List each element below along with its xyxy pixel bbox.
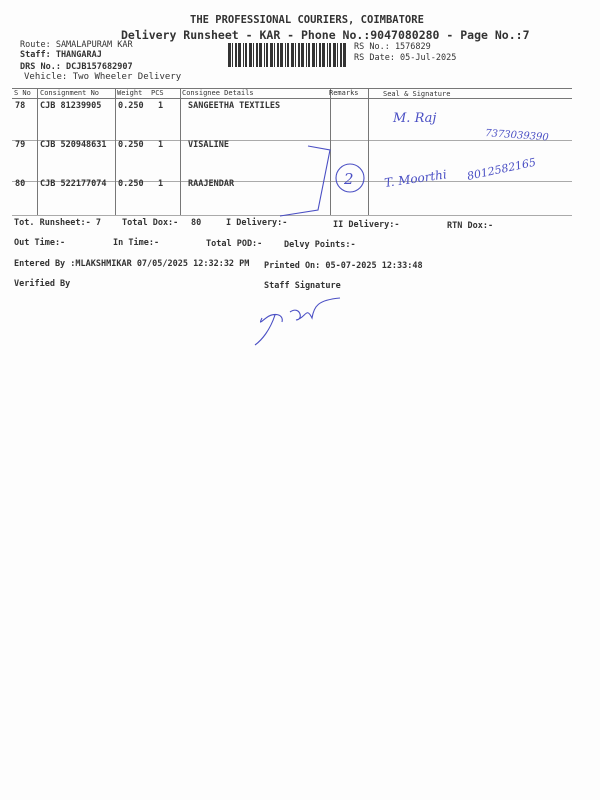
col-line	[180, 88, 181, 215]
row-line	[12, 140, 572, 141]
row-consignee: RAAJENDAR	[188, 179, 235, 189]
row-sno: 78	[15, 101, 26, 111]
remark-circle	[335, 163, 365, 193]
col-line	[330, 88, 331, 215]
remark-number: 2	[343, 170, 354, 188]
barcode-bar	[274, 43, 275, 67]
barcode-bar	[308, 43, 310, 67]
header-line	[12, 98, 572, 99]
total-pod: Total POD:-	[206, 239, 263, 249]
row-sno: 79	[15, 140, 26, 150]
barcode-bar	[235, 43, 237, 67]
barcode-bar	[264, 43, 265, 67]
ii-delivery: II Delivery:-	[333, 220, 400, 230]
printed-on: Printed On: 05-07-2025 12:33:48	[264, 261, 423, 271]
phone-1: 7373039390	[485, 128, 550, 143]
staff-signature-mark	[254, 297, 341, 346]
staff-signature-label: Staff Signature	[264, 281, 341, 291]
barcode-bar	[270, 43, 273, 67]
barcode-bar	[340, 43, 342, 67]
barcode-bar	[253, 43, 254, 67]
barcode-bar	[228, 43, 231, 67]
barcode-bar	[306, 43, 307, 67]
staff: Staff: THANGARAJ	[20, 50, 102, 60]
runsheet-subtitle: Delivery Runsheet - KAR - Phone No.:9047…	[121, 28, 530, 42]
barcode-bar	[295, 43, 296, 67]
barcode-bar	[322, 43, 325, 67]
vehicle: Vehicle: Two Wheeler Delivery	[24, 72, 182, 82]
row-consignment: CJB 520948631	[40, 140, 107, 150]
barcode-bar	[343, 43, 346, 67]
barcode-bar	[259, 43, 262, 67]
i-delivery: I Delivery:-	[226, 218, 288, 228]
barcode-bar	[277, 43, 279, 67]
total-dox-label: Total Dox:-	[122, 218, 179, 228]
signature-1: M. Raj	[392, 111, 436, 126]
bracket-mark	[279, 145, 331, 217]
barcode-bar	[280, 43, 283, 67]
verified-by: Verified By	[14, 279, 71, 289]
barcode-bar	[287, 43, 289, 67]
row-weight: 0.250	[118, 179, 144, 189]
barcode-bar	[333, 43, 336, 67]
row-consignment: CJB 81239905	[40, 101, 102, 111]
col-remarks: Remarks	[329, 89, 359, 97]
barcode-bar	[266, 43, 268, 67]
in-time: In Time:-	[113, 238, 160, 248]
phone-2: 8012582165	[466, 156, 537, 183]
barcode-bar	[298, 43, 300, 67]
row-line	[12, 181, 572, 182]
tot-runsheet: Tot. Runsheet:- 7	[14, 218, 101, 228]
col-line	[368, 88, 369, 215]
row-consignee: SANGEETHA TEXTILES	[188, 101, 281, 111]
rtn-dox: RTN Dox:-	[447, 221, 494, 231]
col-weight: Weight	[117, 89, 143, 97]
col-sno: S No	[14, 89, 31, 97]
barcode-bar	[245, 43, 247, 67]
barcode-bar	[316, 43, 317, 67]
row-weight: 0.250	[118, 101, 144, 111]
signature-2: T. Moorthi	[383, 167, 447, 190]
col-line	[115, 88, 116, 215]
delvy-points: Delvy Points:-	[284, 240, 356, 250]
row-consignment: CJB 522177074	[40, 179, 107, 189]
col-line	[37, 88, 38, 215]
row-consignee: VISALINE	[188, 140, 229, 150]
barcode-bar	[243, 43, 244, 67]
table-top-line	[12, 88, 572, 89]
entered-by: Entered By :MLAKSHMIKAR 07/05/2025 12:32…	[14, 259, 250, 269]
col-seal: Seal & Signature	[383, 90, 451, 98]
rs-date: RS Date: 05-Jul-2025	[354, 53, 457, 63]
barcode-bar	[291, 43, 294, 67]
barcode-bar	[249, 43, 252, 67]
barcode-bar	[256, 43, 258, 67]
barcode-bar	[319, 43, 321, 67]
rs-no: RS No.: 1576829	[354, 42, 431, 52]
col-consignee: Consignee Details	[182, 89, 254, 97]
row-sno: 80	[15, 179, 26, 189]
row-pcs: 1	[158, 140, 164, 150]
drs-no: DRS No.: DCJB157682907	[20, 62, 133, 72]
company-title: THE PROFESSIONAL COURIERS, COIMBATORE	[190, 14, 424, 26]
row-pcs: 1	[158, 101, 164, 111]
row-pcs: 1	[158, 179, 164, 189]
table-bottom-line	[12, 215, 572, 216]
barcode-bar	[301, 43, 304, 67]
col-pcs: PCS	[151, 89, 164, 97]
barcode-bar	[327, 43, 328, 67]
barcode	[228, 43, 346, 67]
col-consignment: Consignment No	[40, 89, 100, 97]
barcode-bar	[329, 43, 331, 67]
barcode-bar	[232, 43, 233, 67]
out-time: Out Time:-	[14, 238, 66, 248]
barcode-bar	[337, 43, 338, 67]
row-weight: 0.250	[118, 140, 144, 150]
barcode-bar	[312, 43, 315, 67]
total-dox-value: 80	[191, 218, 202, 228]
barcode-bar	[285, 43, 286, 67]
barcode-bar	[238, 43, 241, 67]
route: Route: SAMALAPURAM KAR	[20, 40, 133, 50]
